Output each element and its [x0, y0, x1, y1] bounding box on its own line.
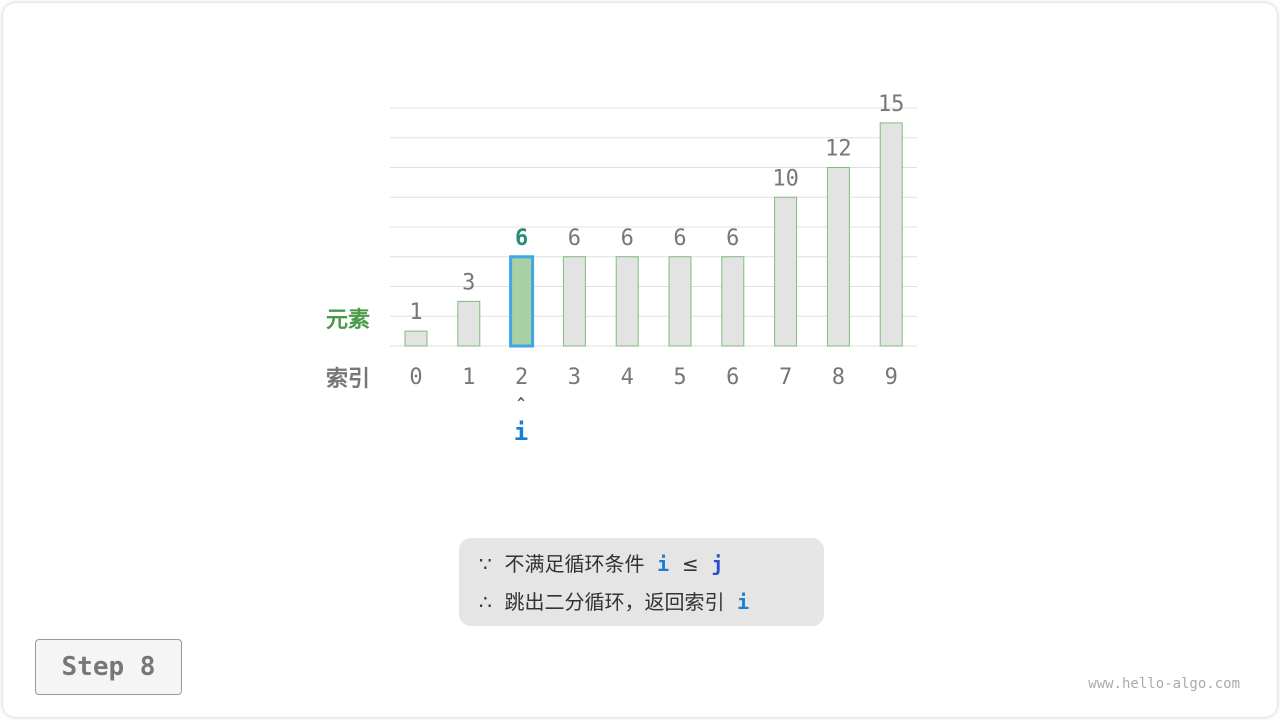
- var-i: i: [657, 552, 670, 576]
- index-label: 8: [832, 365, 845, 390]
- caption-line-1: ∵ 不满足循环条件 i ≤ j: [479, 548, 723, 577]
- bar: [774, 196, 798, 347]
- index-label: 0: [409, 365, 422, 390]
- index-label: 5: [673, 365, 686, 390]
- var-i: i: [737, 590, 750, 614]
- index-label: 2: [515, 365, 528, 390]
- value-label: 6: [673, 226, 686, 251]
- index-row-label: 索引: [326, 367, 371, 392]
- var-j: j: [711, 552, 724, 576]
- bar: [668, 256, 692, 347]
- bar: [615, 256, 639, 347]
- step-button[interactable]: Step 8: [35, 639, 182, 695]
- value-label: 1: [409, 300, 422, 325]
- bar: [879, 122, 903, 347]
- value-label: 6: [515, 226, 528, 251]
- index-label: 1: [462, 365, 475, 390]
- index-label: 7: [779, 365, 792, 390]
- index-label: 4: [621, 365, 634, 390]
- value-label: 3: [462, 270, 475, 295]
- pointer-i: i: [513, 418, 529, 446]
- value-label: 12: [825, 137, 852, 162]
- bar: [457, 300, 481, 347]
- watermark: www.hello-algo.com: [1088, 676, 1240, 692]
- caption-box: ∵ 不满足循环条件 i ≤ j ∴ 跳出二分循环，返回索引 i: [459, 538, 824, 626]
- value-label: 10: [772, 166, 799, 191]
- index-label: 9: [885, 365, 898, 390]
- pointer-arrow: ^: [517, 396, 525, 411]
- bar: [826, 167, 850, 347]
- value-label: 15: [878, 92, 905, 117]
- caption-text-1: 不满足循环条件: [504, 552, 645, 576]
- index-label: 6: [726, 365, 739, 390]
- caption-text-2: 跳出二分循环，返回索引: [504, 590, 725, 614]
- therefore-symbol: ∴: [479, 590, 492, 614]
- index-label: 3: [568, 365, 581, 390]
- bar: [404, 330, 428, 347]
- value-label: 6: [568, 226, 581, 251]
- element-row-label: 元素: [326, 308, 371, 333]
- bar: [562, 256, 586, 347]
- caption-line-2: ∴ 跳出二分循环，返回索引 i: [479, 586, 749, 615]
- bar: [721, 256, 745, 347]
- bar: [509, 255, 535, 348]
- because-symbol: ∵: [479, 552, 492, 576]
- value-label: 6: [726, 226, 739, 251]
- value-label: 6: [621, 226, 634, 251]
- operator: ≤: [681, 552, 699, 576]
